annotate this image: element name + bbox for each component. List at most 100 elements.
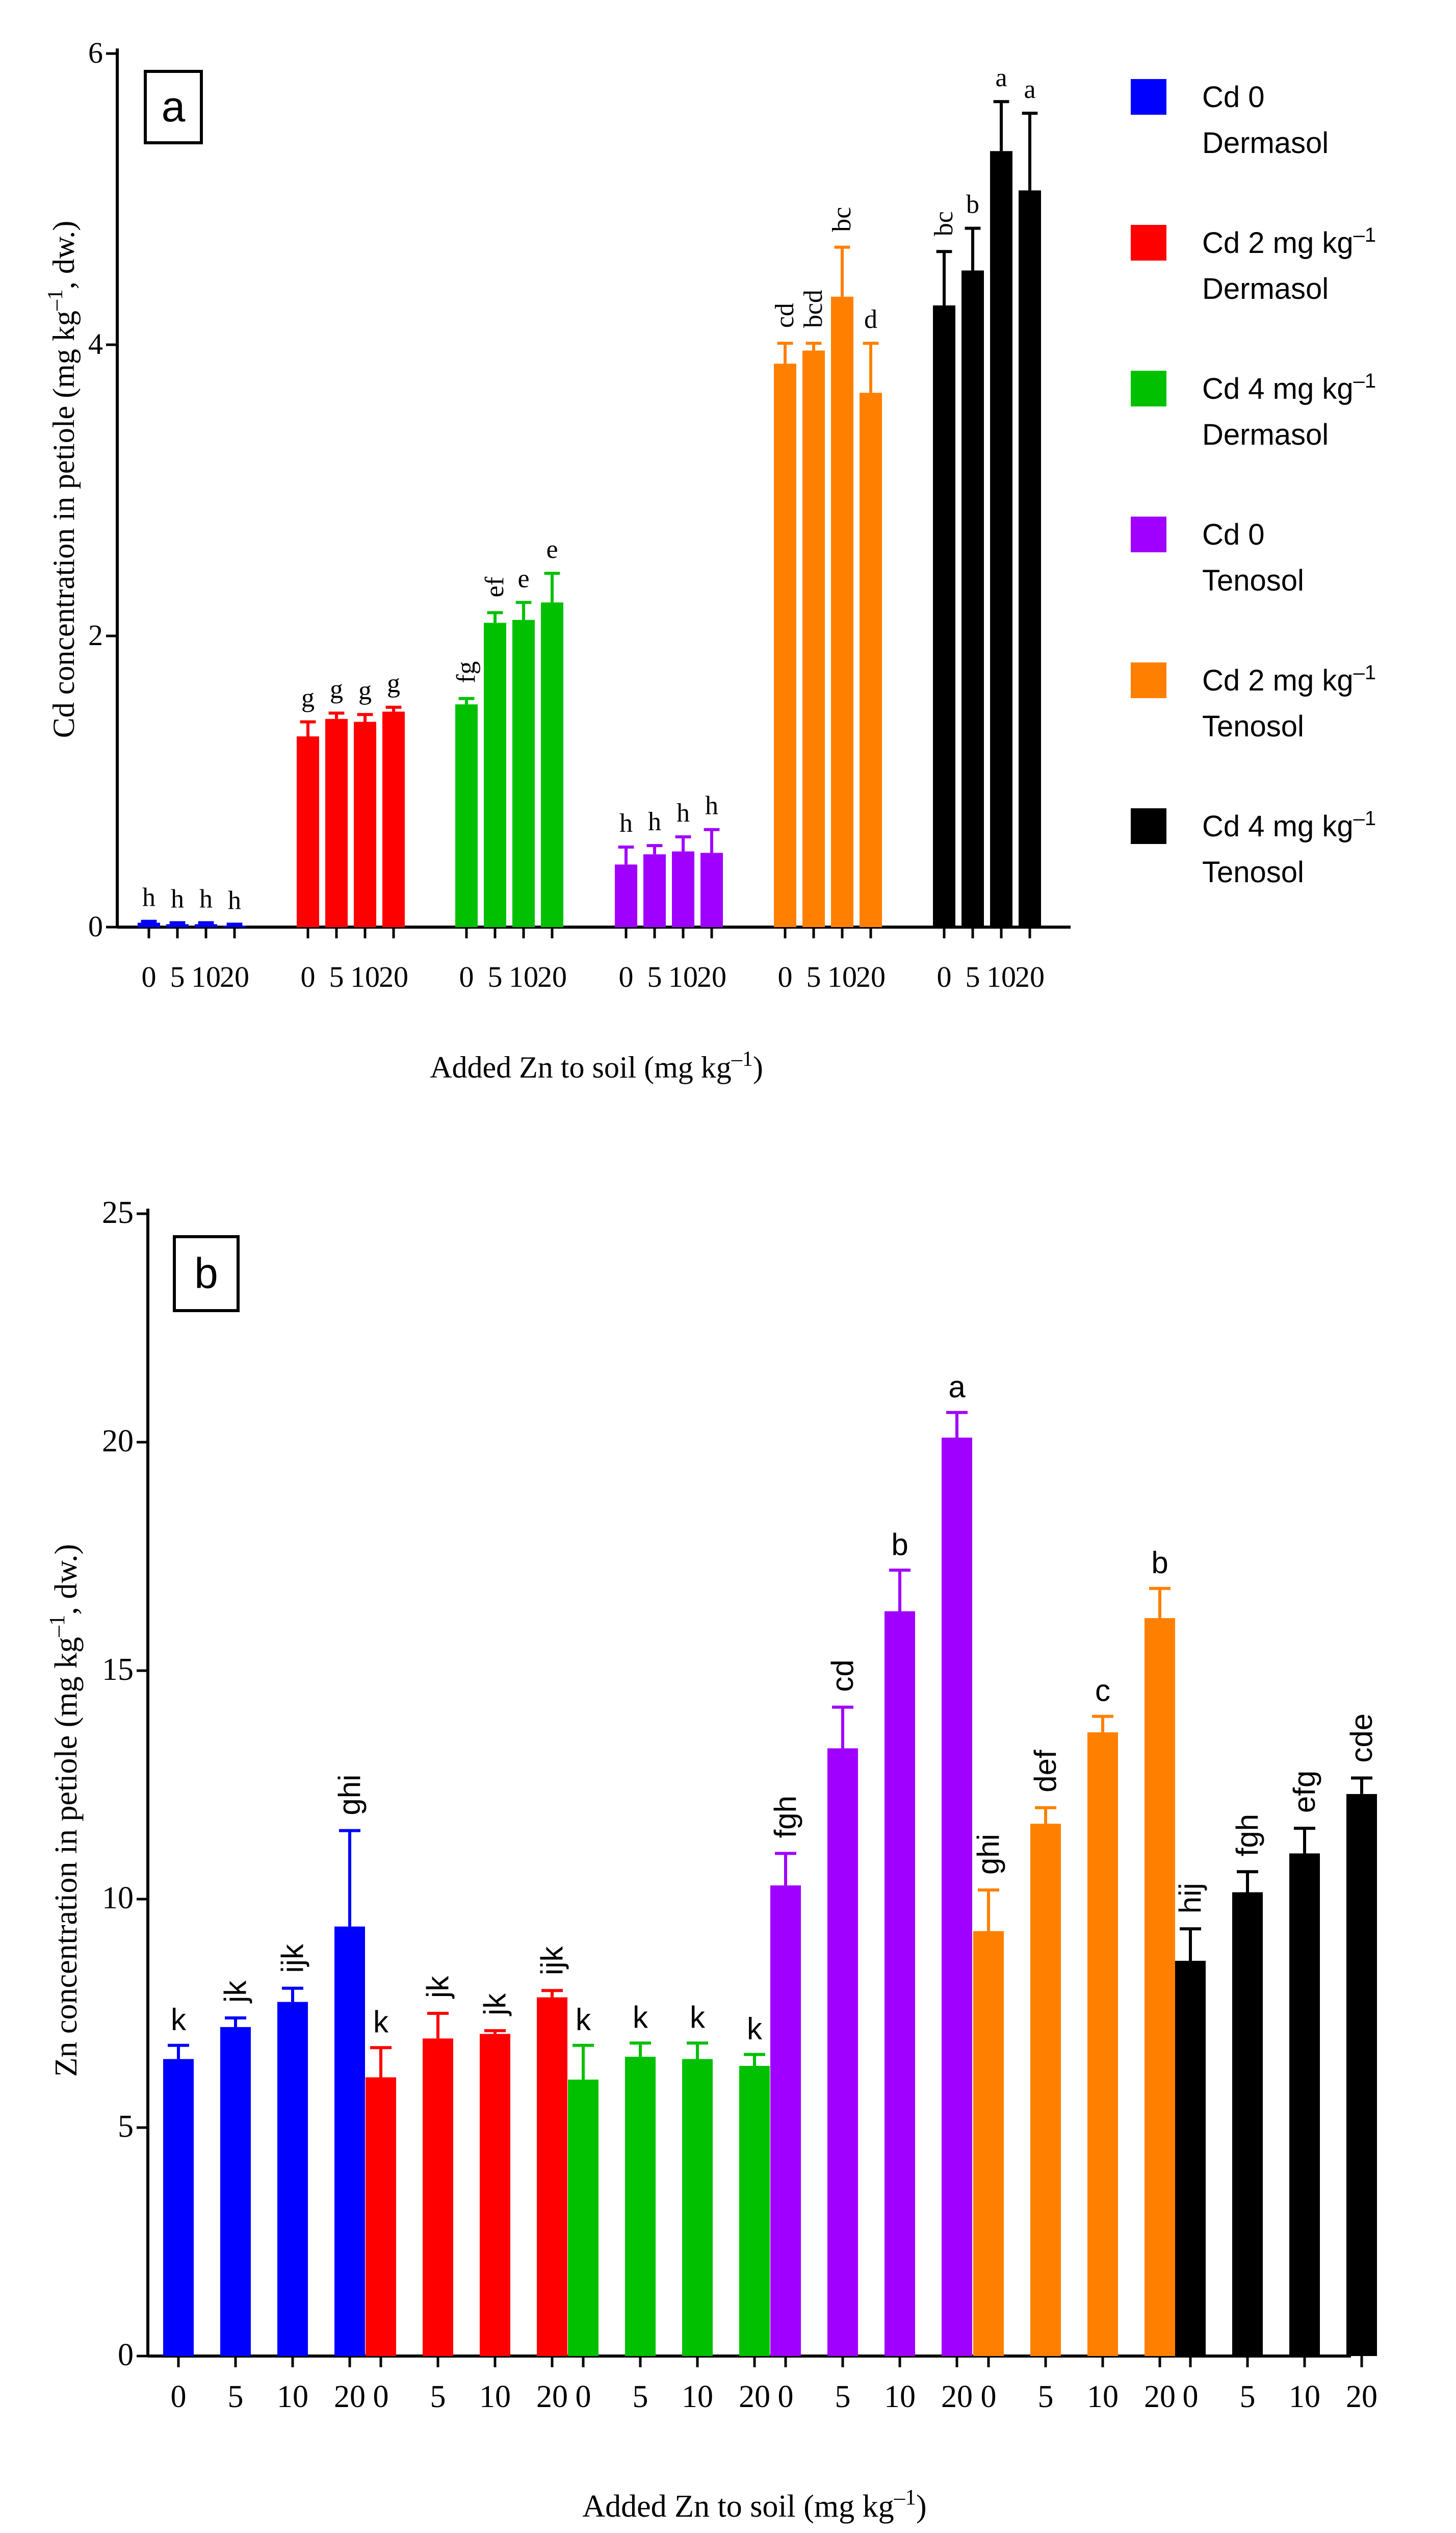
significance-letter: g [358, 676, 372, 705]
bar [1019, 190, 1041, 927]
legend-label-line1-main: Cd 2 mg kg [1202, 664, 1354, 697]
significance-letter: ghi [971, 1834, 1005, 1875]
bar [774, 364, 796, 927]
legend-label-line1: Cd 2 mg kg–1 [1202, 661, 1376, 697]
bar [961, 270, 984, 927]
significance-letter: jk [478, 1993, 512, 2016]
significance-letter: b [891, 1527, 908, 1562]
significance-letter: k [690, 2000, 706, 2034]
x-tick-label: 5 [966, 960, 980, 993]
x-tick-label: 10 [884, 2380, 916, 2414]
bar [277, 2002, 308, 2356]
significance-letter: h [705, 791, 718, 821]
legend-label-line1-main: Cd 4 mg kg [1202, 372, 1354, 405]
x-axis-label-end: ) [916, 2489, 927, 2524]
bar [682, 2059, 713, 2356]
legend-swatch [1131, 371, 1166, 406]
x-tick-label: 10 [1087, 2380, 1119, 2414]
x-tick-label: 10 [509, 960, 538, 993]
y-axis-label-sup: –1 [45, 1615, 69, 1637]
significance-letter: fgh [768, 1796, 802, 1838]
x-tick-label: 0 [373, 2380, 389, 2414]
significance-letter: g [330, 675, 343, 704]
legend-label-line1: Cd 0 [1202, 81, 1265, 114]
x-tick-label: 0 [301, 960, 316, 993]
significance-letter: a [1024, 75, 1035, 104]
x-tick-label: 20 [1346, 2380, 1377, 2414]
significance-letter: b [1151, 1546, 1168, 1580]
legend-label-line1-sup: –1 [1354, 807, 1376, 830]
bar [354, 722, 376, 927]
x-axis-label-sup: –1 [894, 2485, 916, 2510]
y-axis-label-sup: –1 [44, 289, 67, 311]
significance-letter: h [171, 884, 184, 913]
significance-letter: g [301, 683, 315, 712]
legend-label-line1-main: Cd 2 mg kg [1202, 226, 1354, 260]
bar [1030, 1824, 1061, 2356]
bar [220, 2027, 251, 2356]
x-tick-label: 20 [537, 960, 567, 993]
x-tick-label: 20 [941, 2380, 973, 2414]
significance-letter: h [142, 883, 155, 912]
y-axis-label-main: Zn concentration in petiole (mg kg [49, 1637, 84, 2077]
x-tick-label: 10 [1289, 2380, 1320, 2414]
x-tick-label: 10 [682, 2380, 713, 2414]
panel-b-chart: 0 5 10 15 20 25 b k 0 jk 5 ijk 10 ghi 20 k 0 jk 5 jk 10 ijk 20… [45, 1195, 1379, 2524]
significance-letter: jk [421, 1976, 455, 1999]
x-axis-label: Added Zn to soil (mg kg–1) [582, 2485, 926, 2524]
panel-label-box [173, 1235, 240, 1312]
x-axis-label-end: ) [753, 1051, 763, 1084]
bar [1289, 1853, 1320, 2356]
significance-letter: a [948, 1370, 966, 1404]
legend-label-line2: Tenosol [1202, 564, 1304, 597]
significance-letter: k [171, 2003, 187, 2037]
significance-letter: bc [827, 207, 856, 232]
legend-label-line1: Cd 4 mg kg–1 [1202, 370, 1376, 405]
significance-letter: cde [1344, 1713, 1379, 1763]
significance-letter: efg [1287, 1771, 1321, 1813]
bar [672, 851, 694, 927]
panel-label: b [194, 1249, 218, 1297]
significance-letter: jk [218, 1980, 252, 2004]
bar [166, 924, 189, 927]
significance-letter: fg [452, 661, 481, 683]
bar [1346, 1794, 1377, 2356]
bar [615, 864, 637, 927]
bar [568, 2079, 599, 2356]
significance-letter: k [633, 2000, 648, 2034]
bar [423, 2038, 453, 2356]
legend-label-line2: Dermasol [1202, 418, 1329, 451]
significance-letter: h [619, 809, 633, 838]
bar [195, 924, 217, 927]
significance-letter: e [546, 535, 558, 564]
x-tick-label: 0 [142, 960, 157, 993]
bar [827, 1748, 858, 2356]
significance-letter: b [966, 190, 979, 219]
bar [1232, 1892, 1263, 2356]
x-tick-label: 0 [576, 2380, 591, 2414]
legend-swatch [1131, 225, 1166, 261]
x-tick-label: 20 [1015, 960, 1045, 993]
significance-letter: fgh [1230, 1814, 1264, 1856]
bar [163, 2059, 194, 2356]
y-tick-label: 20 [102, 1424, 134, 1459]
x-tick-label: 20 [1144, 2380, 1176, 2414]
significance-letter: ijk [535, 1946, 569, 1976]
bar [138, 923, 160, 927]
legend-label-line2: Tenosol [1202, 710, 1304, 743]
significance-letter: e [517, 564, 529, 593]
significance-letter: d [864, 305, 877, 334]
x-tick-label: 0 [981, 2380, 997, 2414]
bar [484, 623, 506, 927]
y-tick-label: 15 [102, 1652, 134, 1687]
legend-label-line1-sup: –1 [1354, 224, 1376, 246]
significance-letter: k [576, 2003, 591, 2037]
significance-letter: ghi [332, 1775, 367, 1815]
x-tick-label: 0 [619, 960, 634, 993]
panel-label-box [144, 70, 203, 144]
bar [700, 853, 723, 927]
significance-letter: a [995, 63, 1007, 92]
significance-letter: bc [929, 211, 958, 236]
x-axis-label-main: Added Zn to soil (mg kg [430, 1051, 732, 1084]
x-tick-label: 0 [937, 960, 952, 993]
